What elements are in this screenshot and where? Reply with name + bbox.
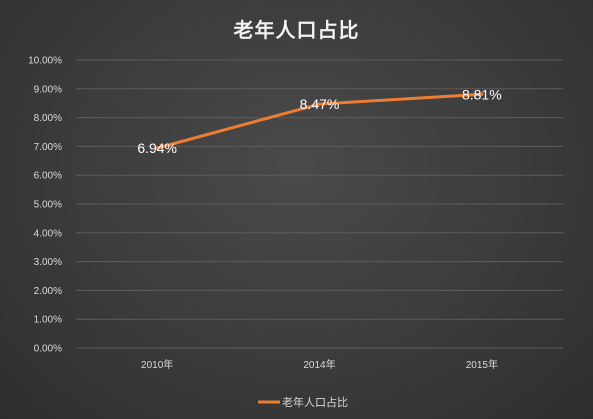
legend: 老年人口占比 — [258, 395, 348, 409]
data-point — [318, 102, 321, 106]
y-axis-tick-labels: 0.00% 1.00% 2.00% 3.00% 4.00% 5.00% 6.00% 7.00%… — [28, 56, 62, 355]
x-axis-tick-labels: 2010年 2014年 2015年 — [141, 358, 498, 371]
data-label: 8.47% — [300, 96, 340, 112]
data-point — [480, 92, 484, 96]
y-tick-label: 8.00% — [34, 113, 62, 124]
y-tick-label: 10.00% — [28, 56, 62, 67]
data-label: 6.94% — [137, 140, 177, 156]
x-tick-label: 2010年 — [141, 358, 173, 371]
y-tick-label: 1.00% — [34, 315, 62, 326]
y-tick-label: 2.00% — [34, 286, 62, 297]
x-tick-label: 2014年 — [303, 358, 335, 371]
y-tick-label: 0.00% — [34, 344, 62, 355]
gridlines — [76, 59, 563, 349]
y-tick-label: 9.00% — [34, 84, 62, 95]
y-tick-label: 3.00% — [34, 257, 62, 268]
chart-title: 老年人口占比 — [233, 18, 360, 42]
y-tick-label: 7.00% — [34, 142, 62, 153]
data-label: 8.81% — [462, 86, 502, 102]
x-tick-label: 2015年 — [466, 358, 498, 371]
y-tick-label: 5.00% — [34, 200, 62, 211]
y-tick-label: 4.00% — [34, 228, 62, 239]
data-labels: 6.94% 8.47% 8.81% — [137, 86, 501, 156]
y-tick-label: 6.00% — [34, 171, 62, 182]
series-lines — [155, 92, 484, 150]
data-point — [155, 146, 159, 150]
legend-label: 老年人口占比 — [282, 395, 348, 409]
